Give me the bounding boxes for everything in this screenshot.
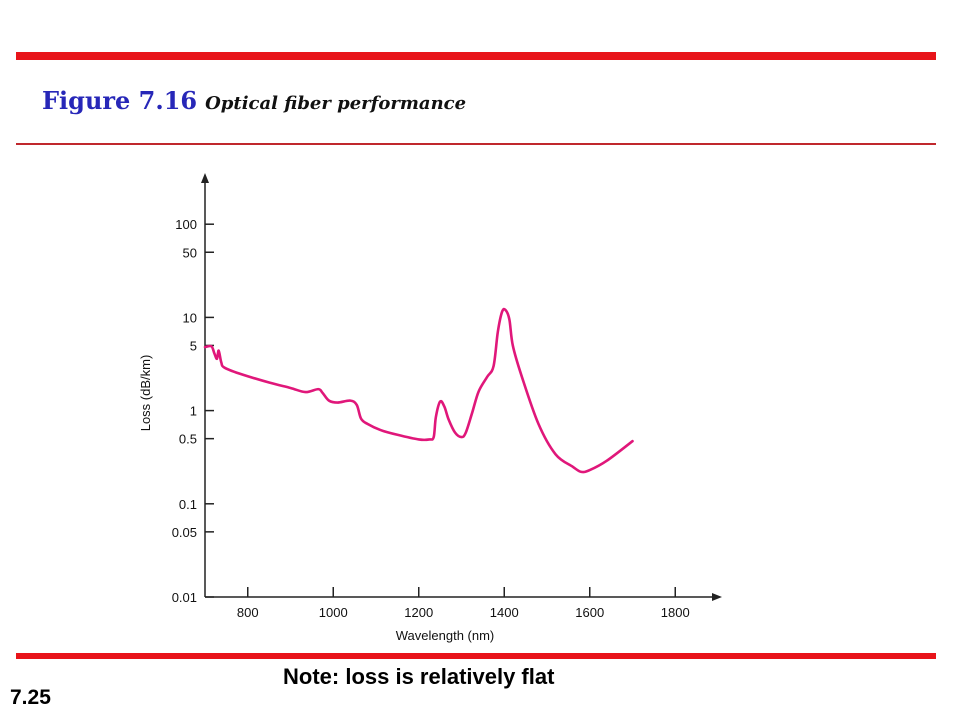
x-tick-label-1600: 1600: [575, 605, 604, 620]
y-tick-label-0.1: 0.1: [179, 497, 197, 512]
y-tick-label-1: 1: [190, 404, 197, 419]
x-tick-label-1400: 1400: [490, 605, 519, 620]
y-tick-label-50: 50: [183, 245, 197, 260]
y-tick-label-0.05: 0.05: [172, 525, 197, 540]
figure-title: Figure 7.16 Optical fiber performance: [42, 86, 466, 115]
bottom-red-rule: [16, 653, 936, 659]
y-tick-label-10: 10: [183, 310, 197, 325]
y-tick-label-0.01: 0.01: [172, 590, 197, 605]
top-red-rule: [16, 52, 936, 60]
x-tick-label-1000: 1000: [319, 605, 348, 620]
note-text: Note: loss is relatively flat: [283, 664, 555, 689]
figure-caption: Optical fiber performance: [205, 93, 467, 114]
y-axis-label: Loss (dB/km): [138, 355, 153, 432]
x-axis-label: Wavelength (nm): [396, 628, 495, 643]
figure-number: Figure 7.16: [42, 86, 198, 115]
x-tick-label-800: 800: [237, 605, 259, 620]
y-tick-label-5: 5: [190, 338, 197, 353]
y-tick-label-0.5: 0.5: [179, 432, 197, 447]
loss-curve: [203, 307, 634, 474]
y-tick-label-100: 100: [175, 217, 197, 232]
x-tick-label-1200: 1200: [404, 605, 433, 620]
slide-number: 7.25: [10, 686, 51, 709]
title-divider: [16, 143, 936, 145]
x-tick-label-1800: 1800: [661, 605, 690, 620]
